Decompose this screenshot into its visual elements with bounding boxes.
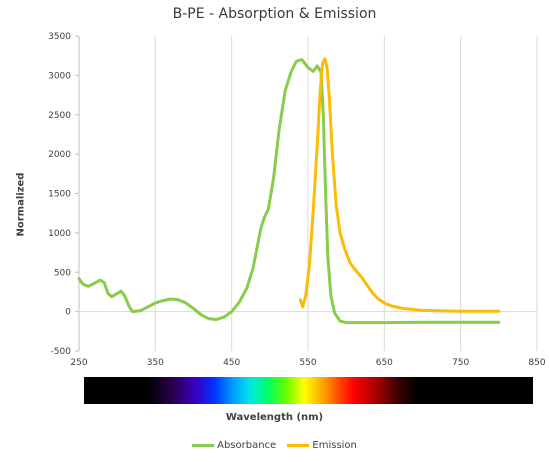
x-tick-label: 250 bbox=[70, 358, 87, 368]
series-line-emission bbox=[298, 57, 501, 313]
tick-labels: 250 350 450 550 650 750 850 3500 3000 2500 2000 150… bbox=[48, 32, 546, 368]
x-tick-label: 850 bbox=[528, 358, 545, 368]
y-tick-label: 500 bbox=[54, 268, 71, 278]
legend: Absorbance Emission bbox=[0, 440, 549, 451]
series-line-absorbance bbox=[77, 58, 501, 325]
legend-label-emission: Emission bbox=[312, 440, 357, 451]
x-tick-label: 750 bbox=[452, 358, 469, 368]
series-lines bbox=[77, 57, 501, 325]
grid-lines bbox=[75, 35, 538, 352]
legend-swatch-emission bbox=[287, 443, 310, 447]
x-tick-label: 450 bbox=[223, 358, 240, 368]
y-tick-label: -500 bbox=[51, 347, 72, 357]
y-tick-label: 1000 bbox=[48, 229, 71, 239]
y-tick-label: 1500 bbox=[48, 190, 71, 200]
legend-swatch-absorbance bbox=[192, 443, 215, 447]
y-tick-label: 3500 bbox=[48, 32, 71, 42]
x-tick-label: 350 bbox=[147, 358, 164, 368]
y-tick-label: 2500 bbox=[48, 111, 71, 121]
legend-item-emission: Emission bbox=[287, 440, 357, 451]
chart-title: B-PE - Absorption & Emission bbox=[172, 6, 377, 22]
y-tick-label: 3000 bbox=[48, 71, 71, 81]
x-axis-label: Wavelength (nm) bbox=[225, 412, 324, 423]
y-tick-label: 0 bbox=[65, 308, 71, 318]
x-tick-label: 550 bbox=[299, 358, 316, 368]
spectrum-bar bbox=[84, 377, 533, 404]
legend-item-absorbance: Absorbance bbox=[192, 440, 276, 451]
chart-plot: 250 350 450 550 650 750 850 3500 3000 2500 2000 150… bbox=[48, 32, 546, 404]
legend-label-absorbance: Absorbance bbox=[217, 440, 277, 451]
x-tick-label: 650 bbox=[376, 358, 393, 368]
y-tick-label: 2000 bbox=[48, 150, 71, 160]
